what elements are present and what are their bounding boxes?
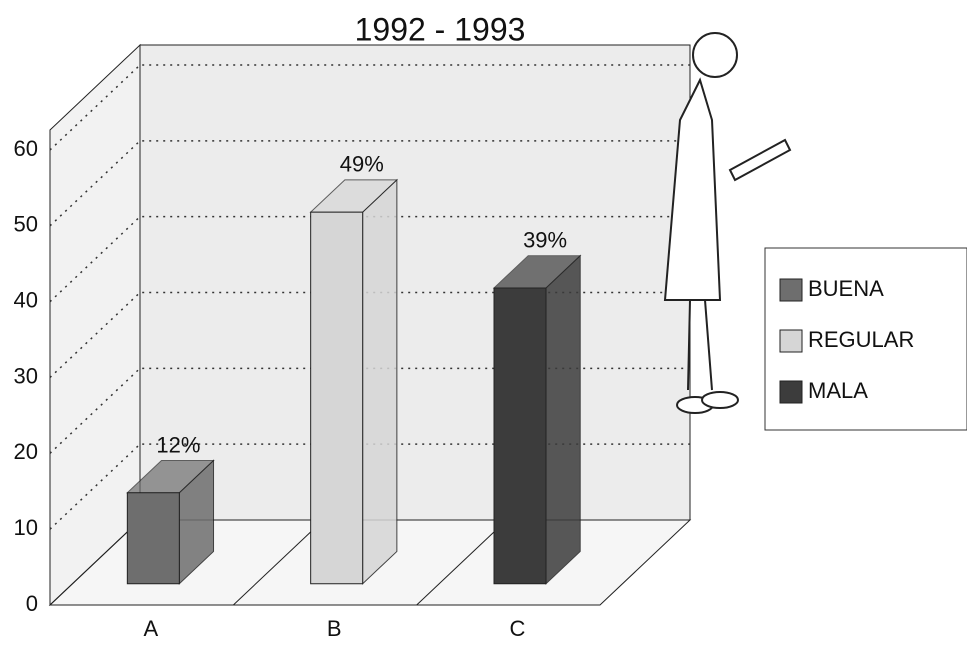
y-tick-label: 40 <box>14 287 38 312</box>
chart-title: 1992 - 1993 <box>355 11 526 47</box>
bar <box>310 211 364 585</box>
legend-swatch <box>779 380 803 404</box>
legend: BUENA REGULAR MALA <box>764 247 967 431</box>
grid-line <box>49 64 690 151</box>
data-label: 49% <box>340 152 384 177</box>
side-wall <box>49 43 141 607</box>
bar <box>126 492 180 585</box>
floor-divider <box>416 519 508 606</box>
y-tick-label: 30 <box>14 363 38 388</box>
legend-swatch <box>779 329 803 353</box>
floor-divider <box>232 519 324 606</box>
x-tick-label: A <box>143 616 158 641</box>
data-label: 12% <box>156 432 200 457</box>
bar-side <box>362 178 398 585</box>
bar <box>493 287 547 585</box>
grid-line <box>49 215 690 303</box>
x-tick-label: B <box>327 616 342 641</box>
back-wall <box>139 44 691 521</box>
y-tick-label: 50 <box>14 212 38 237</box>
legend-label: REGULAR <box>808 327 914 352</box>
floor-divider <box>49 519 141 606</box>
y-tick-label: 20 <box>14 439 38 464</box>
legend-label: BUENA <box>808 276 884 301</box>
legend-swatch <box>779 278 803 302</box>
nurse-illustration <box>663 32 792 414</box>
data-label: 39% <box>523 228 567 253</box>
y-tick-label: 10 <box>14 515 38 540</box>
grid-line <box>49 140 690 227</box>
bar-side <box>545 254 581 585</box>
legend-label: MALA <box>808 378 868 403</box>
y-tick-label: 0 <box>26 591 38 616</box>
y-tick-label: 60 <box>14 136 38 161</box>
x-tick-label: C <box>510 616 526 641</box>
